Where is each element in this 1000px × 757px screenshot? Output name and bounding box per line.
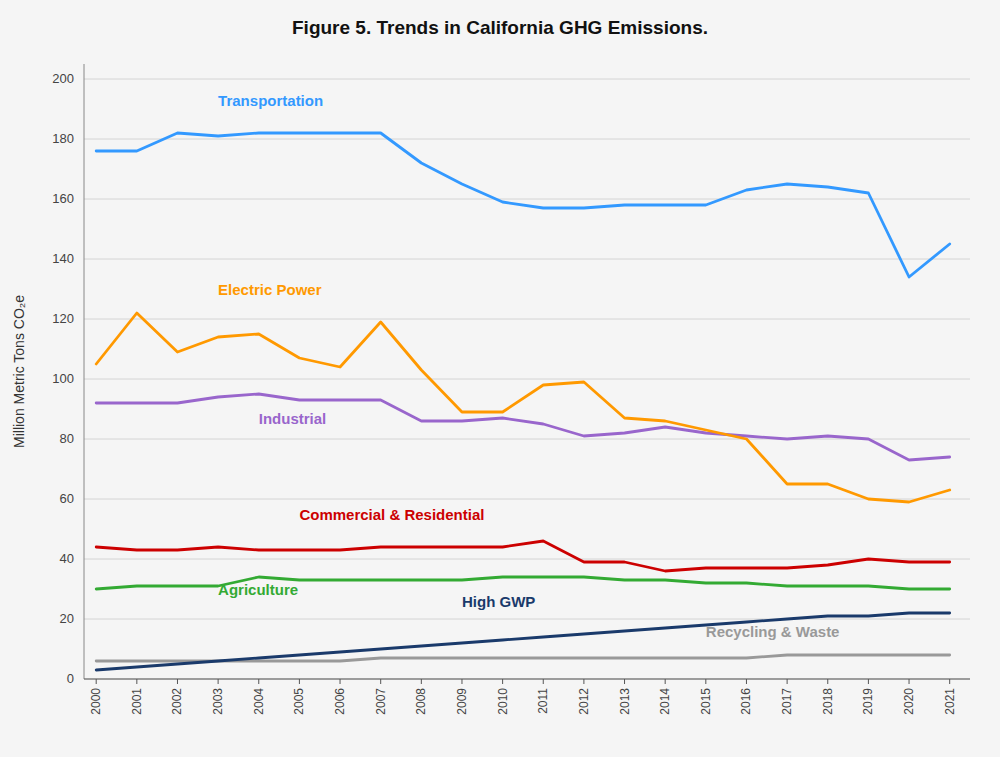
grid-line xyxy=(84,499,970,500)
x-tick-label: 2006 xyxy=(333,688,347,715)
grid-line xyxy=(84,259,970,260)
x-tick-label: 2010 xyxy=(496,688,510,715)
x-tick xyxy=(868,679,869,684)
grid-line xyxy=(84,199,970,200)
series-label: Agriculture xyxy=(218,581,298,598)
x-tick xyxy=(136,679,137,684)
y-axis: 0 20 40 60 80 100 120 140 160 180 200 xyxy=(52,64,970,686)
x-tick-label: 2016 xyxy=(739,688,753,715)
x-tick-label: 2017 xyxy=(780,688,794,715)
x-tick xyxy=(543,679,544,684)
y-tick-label: 100 xyxy=(52,371,74,386)
y-tick-label: 140 xyxy=(52,251,74,266)
x-tick xyxy=(949,679,950,684)
x-tick xyxy=(421,679,422,684)
x-tick-label: 2007 xyxy=(374,688,388,715)
y-axis-label: Million Metric Tons CO₂e xyxy=(11,295,27,448)
grid-line xyxy=(84,559,970,560)
x-tick xyxy=(96,679,97,684)
y-tick-label: 80 xyxy=(60,431,74,446)
x-tick xyxy=(827,679,828,684)
y-tick-label: 40 xyxy=(60,551,74,566)
title: Figure 5. Trends in California GHG Emiss… xyxy=(292,17,708,38)
grid-line xyxy=(84,379,970,380)
x-tick-label: 2001 xyxy=(130,688,144,715)
x-tick xyxy=(177,679,178,684)
x-tick-label: 2003 xyxy=(211,688,225,715)
x-tick-label: 2020 xyxy=(902,688,916,715)
x-tick-label: 2013 xyxy=(618,688,632,715)
x-tick xyxy=(258,679,259,684)
x-tick-label: 2005 xyxy=(292,688,306,715)
series-label: High GWP xyxy=(462,593,535,610)
x-tick-label: 2015 xyxy=(699,688,713,715)
x-tick xyxy=(624,679,625,684)
grid-line xyxy=(84,319,970,320)
x-tick-label: 2012 xyxy=(577,688,591,715)
x-tick xyxy=(380,679,381,684)
series-line xyxy=(96,613,949,670)
series-line xyxy=(96,541,949,571)
x-tick xyxy=(909,679,910,684)
annotations: Transportation Electric Power Industrial Co… xyxy=(218,92,839,640)
x-tick xyxy=(502,679,503,684)
x-tick xyxy=(583,679,584,684)
x-tick-label: 2009 xyxy=(455,688,469,715)
x-axis-line xyxy=(84,678,970,679)
series-line xyxy=(96,313,949,502)
y-tick-label: 180 xyxy=(52,131,74,146)
grid-line xyxy=(84,619,970,620)
x-tick-label: 2002 xyxy=(170,688,184,715)
x-tick xyxy=(787,679,788,684)
x-tick xyxy=(218,679,219,684)
x-axis: 2000 2001 2002 2003 2004 2005 2006 2007 2008 2009… xyxy=(84,679,970,715)
x-tick-label: 2004 xyxy=(252,688,266,715)
grid-line xyxy=(84,439,970,440)
x-tick-label: 2014 xyxy=(658,688,672,715)
x-tick xyxy=(665,679,666,684)
grid-line xyxy=(84,139,970,140)
series-label: Recycling & Waste xyxy=(706,623,840,640)
x-tick-label: 2000 xyxy=(89,688,103,715)
x-tick xyxy=(340,679,341,684)
y-tick-label: 160 xyxy=(52,191,74,206)
x-tick-label: 2008 xyxy=(414,688,428,715)
x-tick xyxy=(461,679,462,684)
plot-area xyxy=(96,133,949,670)
y-tick-label: 20 xyxy=(60,611,74,626)
x-tick-label: 2019 xyxy=(861,688,875,715)
series-label: Transportation xyxy=(218,92,323,109)
y-axis-line xyxy=(84,64,85,679)
x-tick xyxy=(746,679,747,684)
x-tick xyxy=(299,679,300,684)
series-label: Commercial & Residential xyxy=(299,506,484,523)
series-line xyxy=(96,394,949,460)
y-tick-label: 0 xyxy=(67,671,74,686)
x-tick xyxy=(705,679,706,684)
grid-line xyxy=(84,679,970,680)
y-tick-label: 120 xyxy=(52,311,74,326)
series-label: Industrial xyxy=(259,410,327,427)
y-tick-label: 200 xyxy=(52,71,74,86)
x-tick-label: 2011 xyxy=(536,688,550,714)
chart-svg: Figure 5. Trends in California GHG Emiss… xyxy=(0,0,1000,757)
background xyxy=(0,0,1000,757)
chart-container: Figure 5. Trends in California GHG Emiss… xyxy=(0,0,1000,757)
grid-line xyxy=(84,79,970,80)
x-tick-label: 2018 xyxy=(821,688,835,715)
y-tick-label: 60 xyxy=(60,491,74,506)
x-tick-label: 2021 xyxy=(943,688,957,715)
series-label: Electric Power xyxy=(218,281,322,298)
series-line xyxy=(96,133,949,277)
